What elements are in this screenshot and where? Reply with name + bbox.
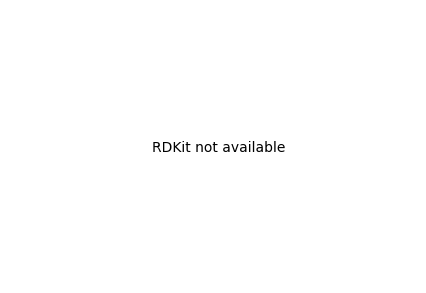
Text: RDKit not available: RDKit not available [152,141,285,155]
